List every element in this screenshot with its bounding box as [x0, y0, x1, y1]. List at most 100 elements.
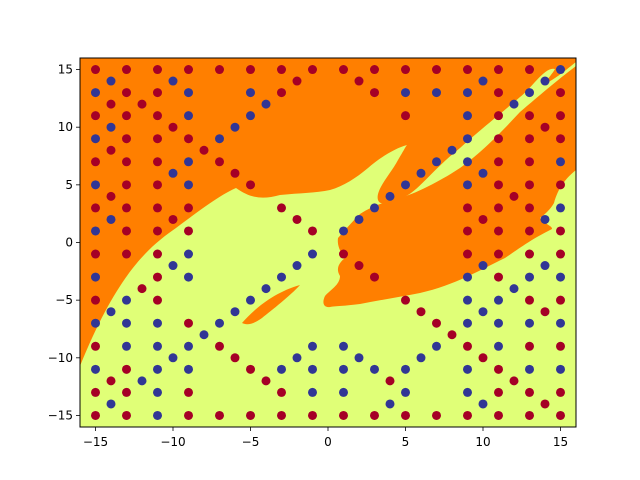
data-point	[184, 65, 193, 75]
data-point	[494, 387, 503, 397]
data-point	[354, 261, 364, 271]
data-point	[91, 295, 100, 305]
data-point	[122, 157, 131, 167]
data-point	[401, 65, 410, 75]
data-point	[106, 122, 116, 132]
data-point	[463, 364, 472, 374]
data-point	[261, 284, 271, 294]
data-point	[106, 191, 116, 201]
data-point	[199, 145, 209, 155]
data-point	[106, 376, 116, 386]
y-tick-label: 0	[65, 236, 73, 250]
data-point	[556, 180, 565, 190]
data-point	[215, 157, 224, 167]
data-point	[525, 341, 534, 351]
data-point	[106, 99, 116, 109]
data-point	[494, 341, 503, 351]
data-point	[184, 341, 193, 351]
data-point	[432, 410, 441, 420]
data-point	[292, 76, 302, 86]
data-point	[153, 387, 162, 397]
data-point	[463, 157, 472, 167]
data-point	[91, 249, 100, 259]
data-point	[153, 203, 162, 213]
data-point	[91, 203, 100, 213]
data-point	[463, 387, 472, 397]
data-point	[153, 134, 162, 144]
data-point	[525, 65, 534, 75]
data-point	[184, 157, 193, 167]
data-point	[91, 134, 100, 144]
y-tick-label: 15	[58, 63, 73, 77]
data-point	[385, 399, 395, 409]
data-point	[122, 318, 131, 328]
data-point	[184, 180, 193, 190]
data-point	[401, 88, 410, 98]
data-point	[525, 387, 534, 397]
data-point	[556, 318, 565, 328]
data-point	[230, 122, 240, 132]
data-point	[153, 157, 162, 167]
data-point	[370, 65, 379, 75]
data-point	[184, 364, 193, 374]
data-point	[153, 65, 162, 75]
background-region-orange-island	[242, 285, 300, 325]
data-point	[153, 111, 162, 121]
data-point	[277, 387, 286, 397]
data-point	[540, 214, 550, 224]
data-point	[525, 88, 534, 98]
data-point	[463, 134, 472, 144]
data-point	[277, 410, 286, 420]
data-point	[91, 88, 100, 98]
data-point	[354, 353, 364, 363]
data-point	[261, 376, 271, 386]
y-tick-label: 5	[65, 178, 73, 192]
data-point	[122, 203, 131, 213]
data-point	[122, 341, 131, 351]
data-point	[153, 364, 162, 374]
data-point	[137, 376, 147, 386]
data-point	[556, 387, 565, 397]
data-point	[153, 249, 162, 259]
data-point	[91, 226, 100, 236]
data-point	[122, 180, 131, 190]
data-point	[463, 295, 472, 305]
data-point	[463, 272, 472, 282]
data-point	[447, 145, 457, 155]
data-point	[463, 249, 472, 259]
data-point	[91, 364, 100, 374]
data-point	[308, 364, 317, 374]
data-point	[463, 88, 472, 98]
data-point	[106, 307, 116, 317]
data-point	[370, 364, 379, 374]
data-point	[261, 99, 271, 109]
data-point	[525, 111, 534, 121]
data-point	[478, 353, 488, 363]
data-point	[246, 295, 255, 305]
data-point	[494, 88, 503, 98]
data-point	[478, 261, 488, 271]
data-point	[122, 387, 131, 397]
data-point	[168, 168, 178, 178]
data-point	[494, 364, 503, 374]
data-point	[339, 226, 348, 236]
data-point	[215, 341, 224, 351]
data-point	[246, 410, 255, 420]
data-point	[122, 111, 131, 121]
data-point	[308, 387, 317, 397]
y-tick-label: −15	[48, 408, 73, 422]
x-tick-label: 15	[553, 435, 568, 449]
data-point	[525, 203, 534, 213]
data-point	[401, 295, 410, 305]
x-tick-label: −5	[242, 435, 260, 449]
data-point	[184, 203, 193, 213]
data-point	[463, 410, 472, 420]
data-point	[91, 341, 100, 351]
data-point	[153, 410, 162, 420]
data-point	[354, 76, 364, 86]
data-point	[354, 214, 364, 224]
data-point	[184, 226, 193, 236]
data-point	[525, 364, 534, 374]
data-point	[277, 65, 286, 75]
